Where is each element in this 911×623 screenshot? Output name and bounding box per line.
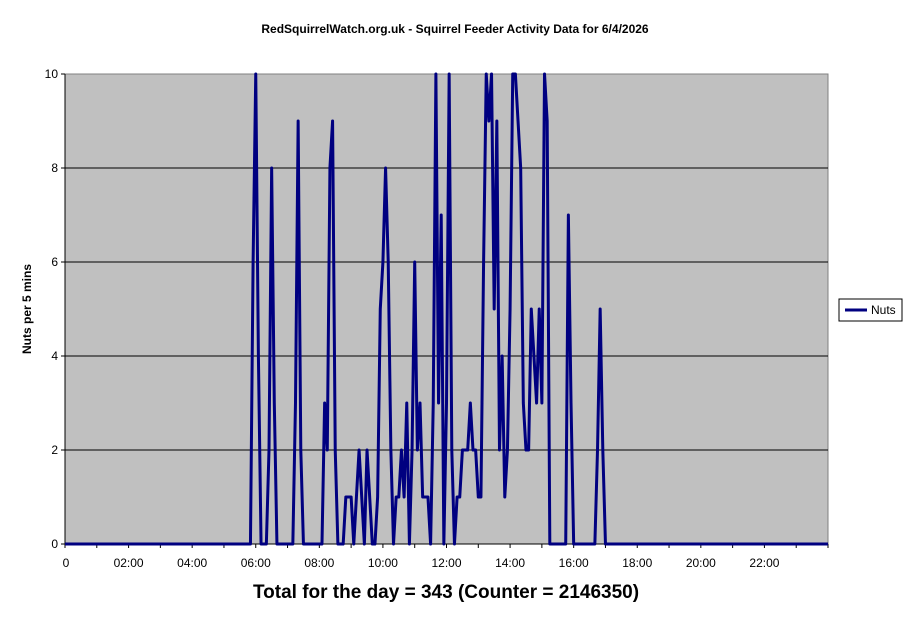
- y-axis-ticks: 0 2 4 6 8 10: [45, 67, 65, 551]
- legend: Nuts: [838, 298, 903, 322]
- series-group: [65, 72, 828, 546]
- y-axis-label: Nuts per 5 mins: [20, 264, 34, 354]
- x-axis-ticks: 0 02:00 04:00 06:00 08:00 10:00 12:00 14:00 16:0…: [63, 544, 829, 570]
- x-tick-label: 12:00: [431, 556, 461, 570]
- x-tick-label: 0: [63, 556, 70, 570]
- y-tick-label: 2: [51, 443, 58, 457]
- y-tick-label: 4: [51, 349, 58, 363]
- x-tick-label: 02:00: [114, 556, 144, 570]
- x-tick-label: 10:00: [368, 556, 398, 570]
- x-tick-label: 16:00: [559, 556, 589, 570]
- x-tick-label: 14:00: [495, 556, 525, 570]
- y-tick-label: 0: [51, 537, 58, 551]
- x-tick-label: 08:00: [304, 556, 334, 570]
- x-tick-label: 06:00: [241, 556, 271, 570]
- legend-box: [838, 298, 903, 322]
- x-tick-label: 18:00: [622, 556, 652, 570]
- series-line-nuts: [65, 72, 828, 546]
- y-tick-label: 6: [51, 255, 58, 269]
- x-tick-label: 20:00: [686, 556, 716, 570]
- chart-title: RedSquirrelWatch.org.uk - Squirrel Feede…: [261, 22, 649, 36]
- y-tick-label: 10: [45, 67, 59, 81]
- daily-total-text: Total for the day = 343 (Counter = 21463…: [253, 582, 639, 603]
- x-tick-label: 22:00: [749, 556, 779, 570]
- x-tick-label: 04:00: [177, 556, 207, 570]
- legend-label: Nuts: [871, 303, 896, 317]
- y-tick-label: 8: [51, 161, 58, 175]
